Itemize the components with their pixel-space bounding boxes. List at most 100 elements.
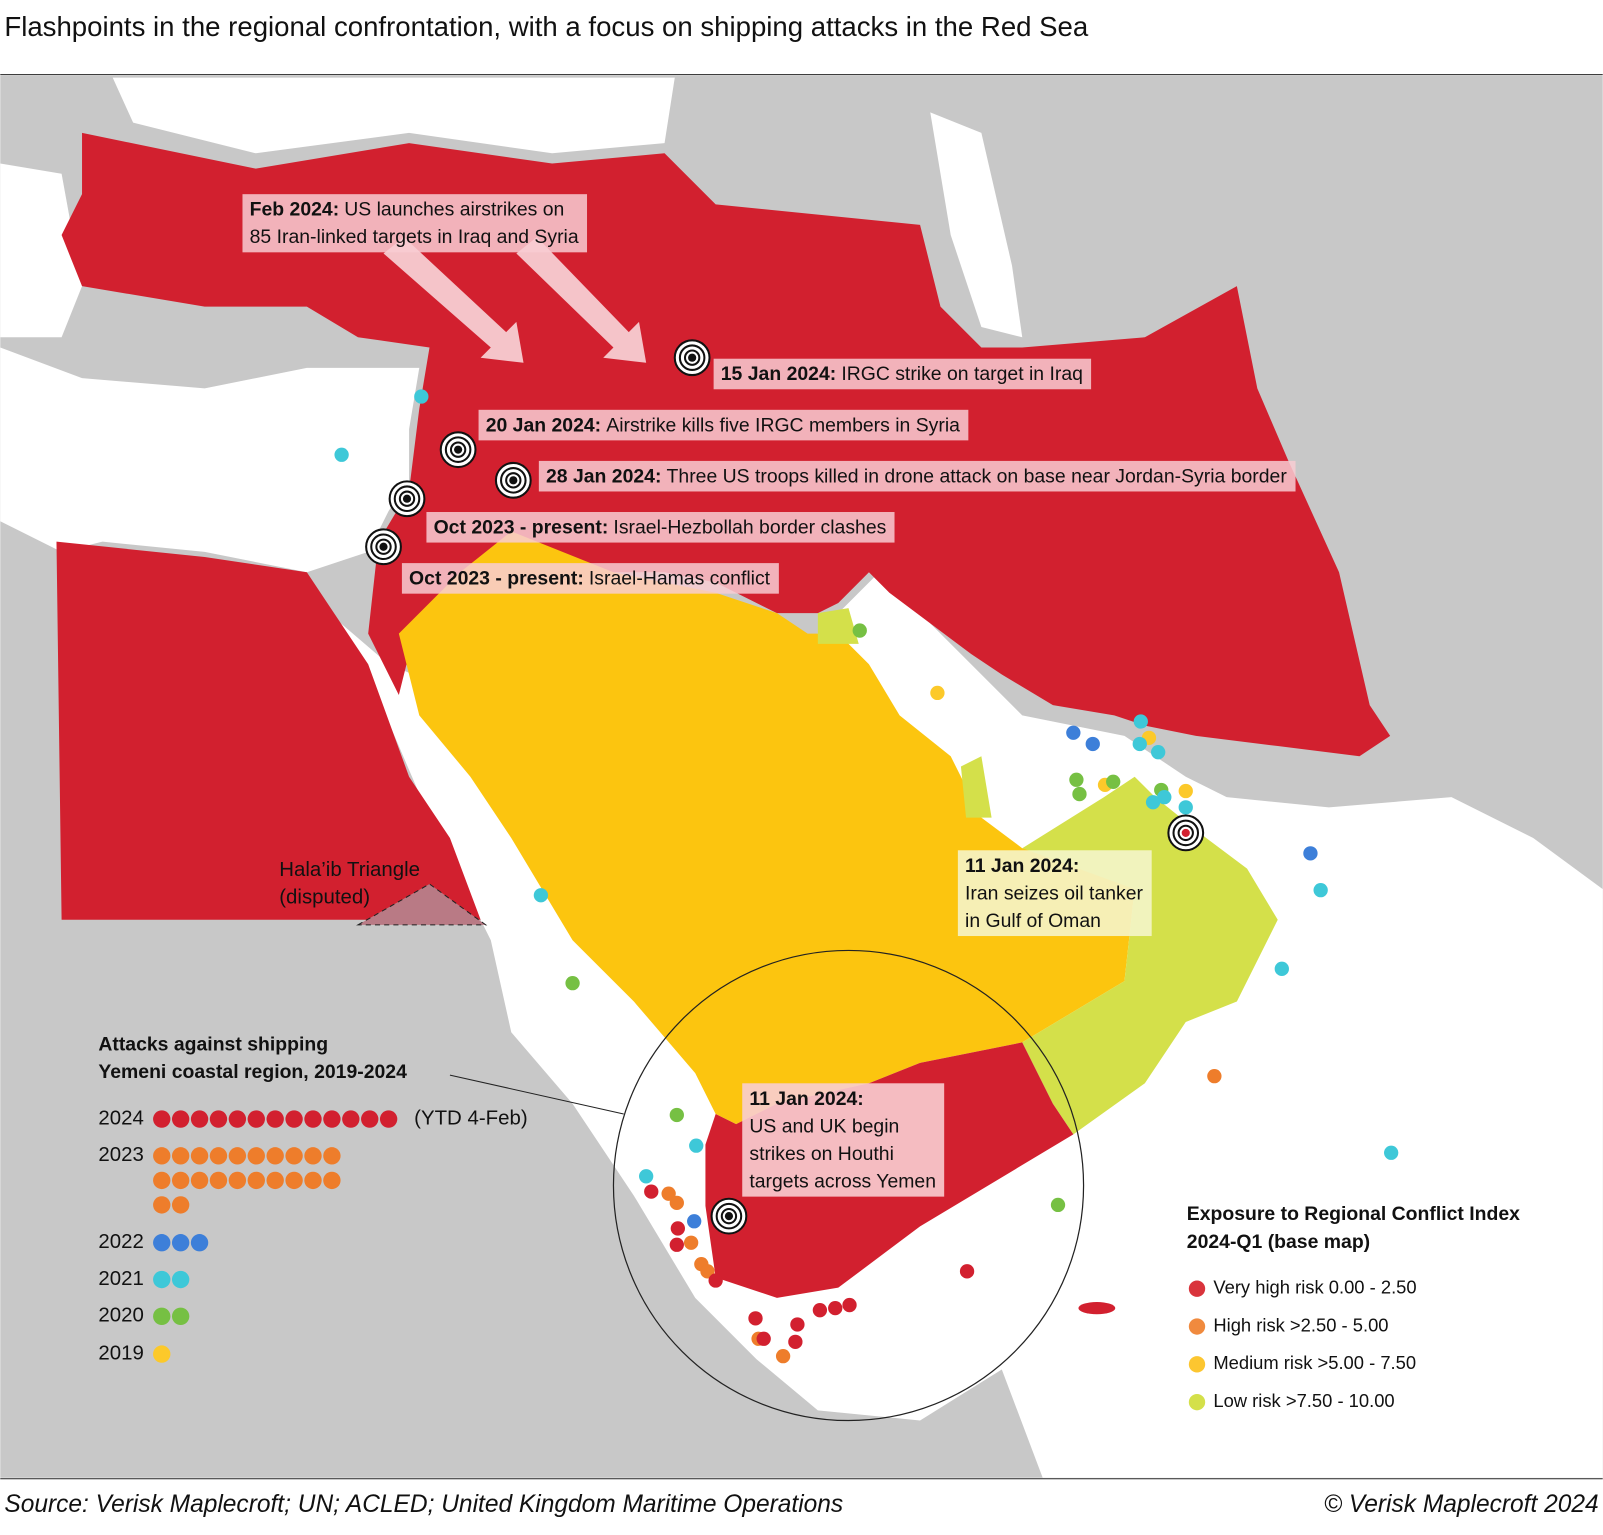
legend-title: Attacks against shipping (98, 1034, 328, 1056)
legend-year: 2021 (98, 1268, 143, 1290)
attack-point (1145, 795, 1161, 810)
legend-dot (304, 1171, 322, 1190)
flashpoint-icon (402, 494, 412, 503)
attack-point (689, 1138, 704, 1153)
annotation-box (426, 512, 895, 543)
attack-point (1066, 725, 1081, 740)
legend-dot (266, 1147, 284, 1165)
annotation-text: Three US troops killed in drone attack o… (667, 465, 1288, 487)
annotation-text: Airstrike kills five IRGC members in Syr… (606, 414, 960, 436)
attack-point (1178, 800, 1193, 815)
legend-dot (171, 1147, 190, 1165)
attack-point (959, 1264, 975, 1279)
legend-dot (209, 1147, 228, 1165)
legend-dot (153, 1171, 171, 1190)
attack-point (930, 685, 945, 701)
map-label: Hala’ib Triangle (279, 859, 420, 881)
attack-point (661, 1186, 676, 1201)
legend-dot (228, 1147, 247, 1165)
attack-point (1072, 786, 1087, 802)
legend-dot (153, 1196, 171, 1214)
copyright: © Verisk Maplecroft 2024 (1324, 1491, 1599, 1518)
annotation: 28 Jan 2024: Three US troops killed in dr… (538, 460, 1296, 492)
legend-dot (171, 1234, 190, 1252)
attack-point (788, 1334, 803, 1350)
legend-year: 2020 (98, 1305, 143, 1327)
legend-dot (190, 1234, 209, 1252)
annotation: 20 Jan 2024: Airstrike kills five IRGC me… (478, 409, 969, 441)
legend-label: Very high risk 0.00 - 2.50 (1213, 1277, 1416, 1298)
attack-point (1106, 774, 1121, 789)
annotation-date: 28 Jan 2024: (546, 465, 661, 487)
legend-note: (YTD 4-Feb) (414, 1107, 527, 1129)
legend-title: 2024-Q1 (base map) (1187, 1231, 1370, 1253)
legend-dot (209, 1110, 228, 1128)
attack-point (1384, 1145, 1399, 1160)
annotation-date: 15 Jan 2024: (721, 363, 836, 385)
attack-point (1313, 882, 1328, 898)
attack-point (565, 975, 580, 991)
legend-dot (171, 1171, 190, 1190)
attack-point (852, 623, 867, 638)
attack-point (1303, 846, 1318, 861)
legend-dot (266, 1110, 284, 1128)
legend-dot (190, 1171, 209, 1190)
legend-dot (247, 1110, 265, 1128)
legend-label: Medium risk >5.00 - 7.50 (1213, 1352, 1416, 1373)
flashpoint-icon (1181, 828, 1190, 837)
annotation-text: US launches airstrikes on (344, 199, 564, 221)
legend-dot (304, 1147, 322, 1165)
map-label: (disputed) (279, 887, 370, 909)
basemap (0, 75, 1603, 1478)
attack-point (669, 1195, 684, 1211)
attack-point (1069, 772, 1084, 787)
legend-dot (228, 1171, 247, 1190)
annotation-date: 11 Jan 2024: (965, 855, 1079, 877)
source: Source: Verisk Maplecroft; UN; ACLED; Un… (4, 1491, 843, 1518)
attack-point (1207, 1068, 1222, 1084)
annotation-text: strikes on Houthi (749, 1143, 894, 1165)
legend-dot (171, 1270, 190, 1289)
legend-dot (323, 1147, 341, 1165)
legend-dot (153, 1270, 171, 1289)
legend-year: 2023 (98, 1144, 143, 1166)
attack-point (414, 389, 429, 404)
annotation-text: targets across Yemen (749, 1171, 936, 1193)
annotation: Feb 2024: US launches airstrikes on 85 Ira… (242, 194, 588, 253)
legend-dot (266, 1171, 284, 1190)
legend-dot (171, 1196, 190, 1214)
legend-dot (361, 1110, 379, 1128)
attack-point (812, 1303, 828, 1318)
annotation-text: US and UK begin (749, 1115, 899, 1137)
legend-title: Exposure to Regional Conflict Index (1187, 1203, 1520, 1225)
legend-dot (228, 1110, 247, 1128)
legend-swatch (1188, 1393, 1206, 1411)
attack-point (644, 1184, 659, 1199)
legend-dot (153, 1307, 171, 1325)
legend-dot (323, 1171, 341, 1190)
flashpoint-icon (454, 445, 463, 454)
annotation: 11 Jan 2024: Iran seizes oil tanker in Gul… (957, 850, 1152, 937)
legend-dot (153, 1234, 171, 1252)
flashpoint-icon (379, 542, 388, 551)
legend-dot (153, 1110, 171, 1128)
legend-year: 2024 (98, 1107, 143, 1129)
attack-point (334, 447, 349, 462)
legend-dot (285, 1110, 303, 1128)
title: Flashpoints in the regional confrontatio… (4, 11, 1089, 42)
legend-label: High risk >2.50 - 5.00 (1213, 1314, 1388, 1335)
legend-title: Yemeni coastal region, 2019-2024 (98, 1061, 407, 1083)
annotation: 11 Jan 2024: US and UK begin strikes on Ho… (742, 1083, 945, 1197)
legend-dot (379, 1110, 398, 1128)
annotation-text: in Gulf of Oman (965, 910, 1101, 932)
attack-point (708, 1273, 723, 1288)
legend-swatch (1188, 1318, 1206, 1335)
attack-points (334, 389, 1399, 1364)
annotation-date: 11 Jan 2024: (749, 1088, 863, 1110)
annotation-box (538, 460, 1296, 492)
legend-dot (247, 1171, 265, 1190)
attack-point (756, 1331, 771, 1346)
annotation-text: 85 Iran-linked targets in Iraq and Syria (250, 226, 579, 248)
legend-dot (153, 1147, 171, 1165)
